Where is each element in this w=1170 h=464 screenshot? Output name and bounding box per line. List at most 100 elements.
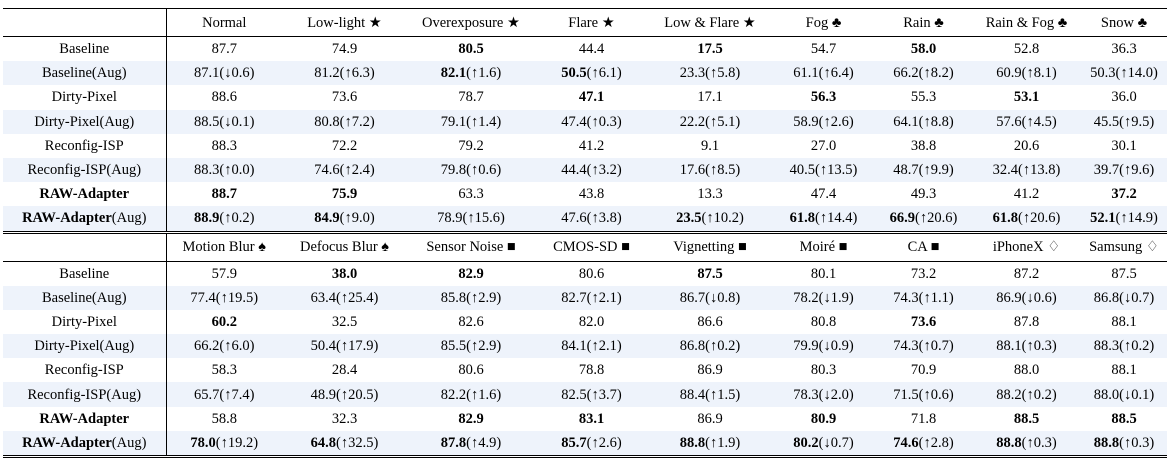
score-value: 54.7 (810, 41, 837, 58)
score-delta: (↑14.0) (1115, 65, 1158, 82)
score-value: 88.3 (211, 137, 237, 154)
score-delta: (↑8.1) (1021, 65, 1057, 82)
score-cell: 38.0 (282, 260, 407, 286)
row-label: Reconfig-ISP (3, 133, 167, 158)
table-row: RAW-Adapter 58.8 32.3 82.9 83.1 86.9 80.9 71.8 8… (3, 406, 1167, 431)
score-value: 88.1 (1111, 313, 1137, 330)
score-value: 82.2 (440, 386, 467, 403)
score-value: 82.9 (458, 410, 484, 427)
score-value: 86.7 (679, 289, 706, 306)
score-cell: 79.8(↑0.6) (407, 157, 535, 183)
score-cell: 45.5(↑9.5) (1081, 109, 1167, 134)
score-cell: 82.6 (407, 310, 535, 334)
score-cell: 74.6(↑2.4) (282, 157, 407, 183)
score-value: 56.3 (810, 89, 837, 106)
score-cell: 84.1(↑2.1) (535, 334, 648, 359)
score-value: 86.8 (679, 338, 706, 355)
score-cell: 75.9 (282, 182, 407, 206)
score-value: 82.0 (578, 313, 605, 330)
score-cell: 86.7(↓0.8) (648, 285, 772, 310)
score-delta: (↑0.2) (705, 338, 741, 355)
score-value: 80.6 (578, 265, 605, 282)
method-name: RAW-Adapter (22, 434, 112, 451)
table-row: Baseline 87.7 74.9 80.5 44.4 17.5 54.7 58.0 52.8… (3, 36, 1167, 62)
score-value: 88.2 (996, 386, 1022, 403)
score-cell: 66.2(↑8.2) (875, 61, 972, 86)
score-cell: 88.1 (1081, 358, 1167, 382)
score-cell: 58.8 (166, 407, 282, 431)
score-value: 88.5 (194, 113, 220, 130)
score-cell: 88.8(↑1.9) (648, 430, 772, 458)
score-cell: 13.3 (648, 182, 772, 206)
score-value: 13.3 (697, 186, 723, 203)
score-value: 47.4 (810, 186, 837, 203)
score-cell: 17.5 (648, 36, 772, 62)
score-cell: 80.6 (407, 358, 535, 382)
row-label: Reconfig-ISP(Aug) (3, 157, 167, 183)
score-value: 87.8 (440, 434, 467, 451)
score-value: 85.8 (440, 289, 467, 306)
table-row: Reconfig-ISP(Aug) 65.7(↑7.4) 48.9(↑20.5) 82… (3, 382, 1167, 407)
score-value: 74.3 (893, 338, 919, 355)
score-delta: (↑2.4) (339, 162, 375, 179)
score-cell: 74.9 (282, 36, 407, 62)
score-cell: 86.9(↓0.6) (972, 285, 1081, 310)
score-value: 88.5 (1111, 410, 1137, 427)
score-cell: 74.6(↑2.8) (875, 430, 972, 458)
row-label: Reconfig-ISP(Aug) (3, 382, 167, 407)
column-header: Fog ♣ (772, 8, 875, 37)
score-value: 55.3 (910, 89, 937, 106)
score-delta: (↑4.5) (1021, 113, 1057, 130)
score-cell: 74.3(↑0.7) (875, 334, 972, 359)
score-cell: 22.2(↑5.1) (648, 109, 772, 134)
score-cell: 66.9(↑20.6) (875, 206, 972, 232)
score-delta: (↑6.1) (586, 65, 622, 82)
table-row: Reconfig-ISP 88.3 72.2 79.2 41.2 9.1 27.0 38.8 2… (3, 133, 1167, 158)
score-value: 57.6 (996, 113, 1022, 130)
score-cell: 23.5(↑10.2) (648, 206, 772, 232)
table-row: Baseline(Aug) 87.1(↓0.6) 81.2(↑6.3) 82.1(↑1… (3, 61, 1167, 86)
score-cell: 44.4(↑3.2) (535, 157, 648, 183)
score-value: 61.8 (789, 210, 816, 227)
score-cell: 40.5(↑13.5) (772, 157, 875, 183)
score-value: 87.2 (1013, 265, 1040, 282)
score-delta: (↑5.8) (705, 65, 741, 82)
score-value: 88.1 (996, 338, 1022, 355)
score-cell: 80.2(↓0.7) (772, 430, 875, 458)
score-delta: (↑2.8) (918, 434, 954, 451)
score-delta: (↑14.4) (815, 210, 858, 227)
score-value: 49.3 (910, 186, 937, 203)
score-delta: (↑0.2) (219, 210, 255, 227)
score-delta: (↑17.9) (336, 338, 379, 355)
score-cell: 47.1 (535, 85, 648, 109)
method-name: RAW-Adapter (22, 210, 112, 227)
score-cell: 50.5(↑6.1) (535, 61, 648, 86)
table-row: Dirty-Pixel 88.6 73.6 78.7 47.1 17.1 56.3 55.3 5… (3, 85, 1167, 110)
score-value: 77.4 (190, 289, 216, 306)
table-row: RAW-Adapter 88.7 75.9 63.3 43.8 13.3 47.4 49.3 4… (3, 182, 1167, 207)
score-delta: (↑2.6) (586, 434, 622, 451)
method-name: Baseline(Aug) (41, 289, 127, 306)
score-delta: (↑0.0) (219, 162, 255, 179)
score-delta: (↑19.2) (215, 434, 259, 451)
score-value: 85.5 (440, 338, 467, 355)
score-value: 37.2 (1111, 186, 1137, 203)
score-value: 74.9 (331, 41, 358, 58)
table-row: Baseline(Aug) 77.4(↑19.5) 63.4(↑25.4) 85.8(… (3, 285, 1167, 310)
score-cell: 41.2 (535, 134, 648, 158)
score-value: 86.6 (697, 313, 723, 330)
method-name: RAW-Adapter (39, 410, 130, 427)
table-row: RAW-Adapter(Aug) 78.0(↑19.2) 64.8(↑32.5) 87… (3, 430, 1167, 458)
score-value: 52.8 (1013, 41, 1040, 58)
score-value: 82.1 (440, 65, 467, 82)
score-delta: (↑1.5) (705, 386, 741, 403)
row-label: Baseline(Aug) (3, 61, 167, 86)
score-delta: (↑1.9) (705, 434, 741, 451)
score-cell: 81.2(↑6.3) (282, 61, 407, 86)
score-delta: (↑15.6) (462, 210, 505, 227)
score-cell: 53.1 (972, 85, 1081, 109)
score-value: 79.8 (440, 162, 467, 179)
score-cell: 50.3(↑14.0) (1081, 61, 1167, 86)
score-value: 41.2 (1013, 186, 1040, 203)
score-delta: (↑1.6) (466, 386, 502, 403)
